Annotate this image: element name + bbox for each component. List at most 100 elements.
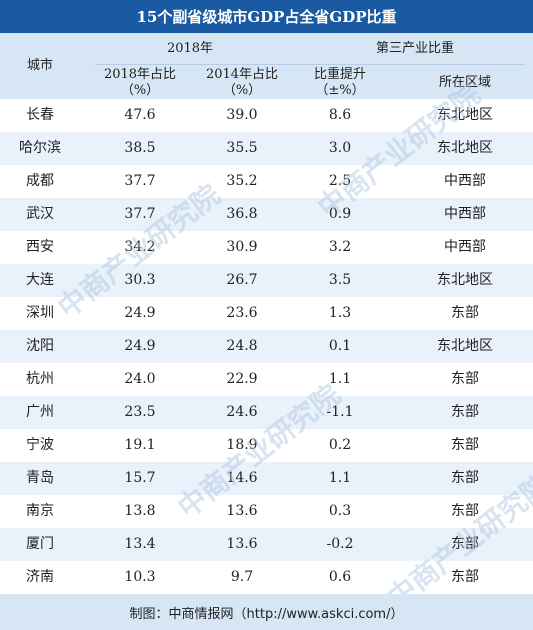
cell-city: 厦门	[26, 536, 54, 552]
cell-city: 西安	[26, 239, 54, 255]
table-row: 南京 13.8 13.6 0.3 东部	[0, 495, 533, 528]
cell-city: 沈阳	[26, 338, 54, 354]
table-row: 杭州 24.0 22.9 1.1 东部	[0, 363, 533, 396]
cell-share-2014: 35.5	[226, 140, 258, 156]
cell-share-2014: 23.6	[226, 305, 258, 321]
header-change-unit: （±%）	[315, 83, 365, 98]
cell-region: 东部	[451, 536, 479, 552]
cell-share-2018: 13.8	[124, 503, 156, 519]
cell-share-2014: 9.7	[230, 569, 254, 585]
cell-city: 大连	[26, 272, 54, 288]
cell-region: 东部	[451, 503, 479, 519]
cell-change: 0.6	[328, 569, 352, 585]
cell-share-2014: 22.9	[226, 371, 258, 387]
cell-share-2014: 30.9	[226, 239, 258, 255]
cell-city: 青岛	[26, 470, 54, 486]
header-region: 所在区域	[438, 75, 491, 90]
header-divider	[95, 64, 525, 65]
cell-share-2018: 15.7	[124, 470, 156, 486]
table-row: 深圳 24.9 23.6 1.3 东部	[0, 297, 533, 330]
cell-region: 东北地区	[437, 140, 493, 156]
cell-share-2018: 24.9	[124, 338, 156, 354]
cell-change: 2.5	[328, 173, 352, 189]
header-2018-share-label: 2018年占比	[103, 67, 177, 82]
cell-share-2014: 24.8	[226, 338, 258, 354]
cell-change: 1.1	[328, 371, 352, 387]
cell-city: 南京	[26, 503, 54, 519]
cell-region: 中西部	[444, 173, 486, 189]
cell-region: 东部	[451, 404, 479, 420]
table-row: 武汉 37.7 36.8 0.9 中西部	[0, 198, 533, 231]
table-row: 沈阳 24.9 24.8 0.1 东北地区	[0, 330, 533, 363]
cell-share-2014: 13.6	[226, 503, 258, 519]
header-2018-share-unit: （%）	[120, 83, 160, 98]
cell-share-2018: 37.7	[124, 173, 156, 189]
header-change-label: 比重提升	[313, 67, 366, 82]
cell-share-2018: 24.9	[124, 305, 156, 321]
cell-share-2014: 18.9	[226, 437, 258, 453]
table-row: 青岛 15.7 14.6 1.1 东部	[0, 462, 533, 495]
cell-region: 中西部	[444, 239, 486, 255]
cell-share-2014: 39.0	[226, 107, 258, 123]
cell-city: 杭州	[26, 371, 54, 387]
table-row: 广州 23.5 24.6 -1.1 东部	[0, 396, 533, 429]
table-header: 城市 2018年 第三产业比重 2018年占比 （%） 2014年占比 （%） …	[0, 33, 533, 99]
cell-change: 3.5	[328, 272, 352, 288]
cell-region: 中西部	[444, 206, 486, 222]
cell-share-2014: 14.6	[226, 470, 258, 486]
header-group-tertiary: 第三产业比重	[375, 41, 454, 56]
cell-change: 0.2	[328, 437, 352, 453]
table-row: 宁波 19.1 18.9 0.2 东部	[0, 429, 533, 462]
cell-change: 3.2	[328, 239, 352, 255]
header-2014-share: 2014年占比 （%）	[202, 67, 282, 99]
cell-share-2018: 23.5	[124, 404, 156, 420]
cell-region: 东北地区	[437, 272, 493, 288]
cell-share-2018: 47.6	[124, 107, 156, 123]
cell-region: 东北地区	[437, 107, 493, 123]
cell-region: 东部	[451, 437, 479, 453]
cell-change: -1.1	[326, 404, 354, 420]
table-row: 哈尔滨 38.5 35.5 3.0 东北地区	[0, 132, 533, 165]
cell-share-2018: 10.3	[124, 569, 156, 585]
cell-region: 东部	[451, 305, 479, 321]
cell-share-2014: 24.6	[226, 404, 258, 420]
cell-region: 东部	[451, 569, 479, 585]
cell-city: 成都	[26, 173, 54, 189]
cell-city: 广州	[26, 404, 54, 420]
cell-city: 济南	[26, 569, 54, 585]
cell-share-2018: 37.7	[124, 206, 156, 222]
table-row: 济南 10.3 9.7 0.6 东部	[0, 561, 533, 594]
cell-change: -0.2	[326, 536, 354, 552]
cell-change: 0.9	[328, 206, 352, 222]
table-row: 长春 47.6 39.0 8.6 东北地区	[0, 99, 533, 132]
cell-share-2014: 26.7	[226, 272, 258, 288]
cell-change: 0.3	[328, 503, 352, 519]
cell-city: 宁波	[26, 437, 54, 453]
cell-city: 武汉	[26, 206, 54, 222]
header-change: 比重提升 （±%）	[300, 67, 380, 99]
header-2014-share-unit: （%）	[222, 83, 262, 98]
cell-share-2018: 13.4	[124, 536, 156, 552]
cell-region: 东部	[451, 470, 479, 486]
cell-change: 8.6	[328, 107, 352, 123]
header-group-2018: 2018年	[166, 41, 214, 56]
cell-share-2018: 24.0	[124, 371, 156, 387]
table-row: 厦门 13.4 13.6 -0.2 东部	[0, 528, 533, 561]
cell-share-2014: 36.8	[226, 206, 258, 222]
header-2018-share: 2018年占比 （%）	[100, 67, 180, 99]
cell-share-2018: 34.2	[124, 239, 156, 255]
cell-change: 3.0	[328, 140, 352, 156]
cell-city: 深圳	[26, 305, 54, 321]
table-row: 西安 34.2 30.9 3.2 中西部	[0, 231, 533, 264]
cell-share-2014: 13.6	[226, 536, 258, 552]
cell-city: 长春	[26, 107, 54, 123]
cell-change: 0.1	[328, 338, 352, 354]
cell-share-2018: 30.3	[124, 272, 156, 288]
table-title: 15个副省级城市GDP占全省GDP比重	[0, 0, 533, 33]
cell-change: 1.1	[328, 470, 352, 486]
table-body: 长春 47.6 39.0 8.6 东北地区 哈尔滨 38.5 35.5 3.0 …	[0, 99, 533, 594]
table-row: 大连 30.3 26.7 3.5 东北地区	[0, 264, 533, 297]
table-row: 成都 37.7 35.2 2.5 中西部	[0, 165, 533, 198]
source-footer: 制图：中商情报网（http://www.askci.com/）	[0, 594, 533, 630]
cell-change: 1.3	[328, 305, 352, 321]
